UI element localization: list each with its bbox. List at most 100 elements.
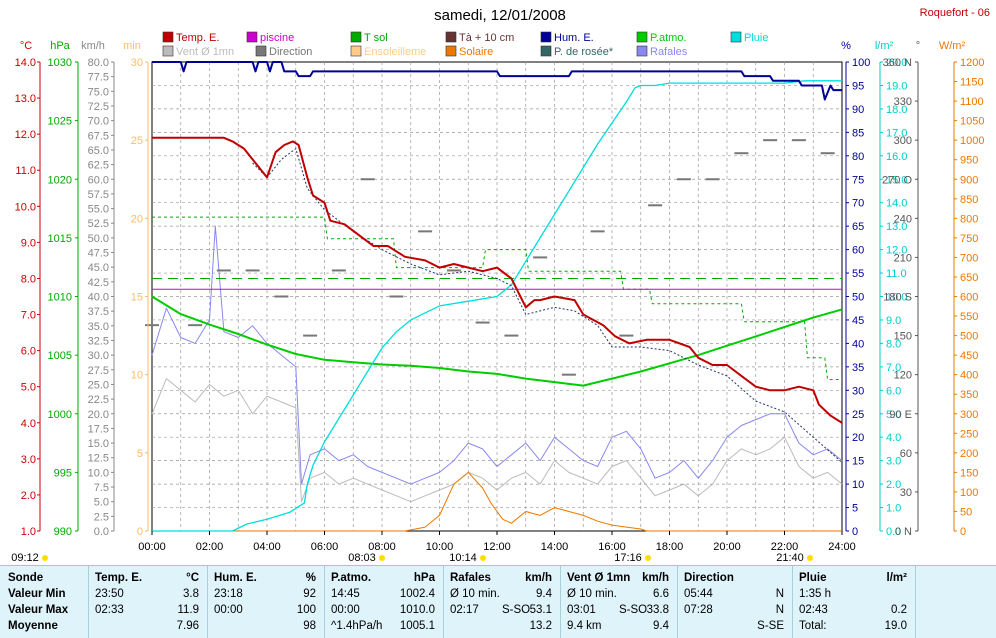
station-name: Roquefort - 06 (920, 7, 990, 19)
stats-temp: Temp. E. °C 23:50 3.8 02:33 11.9 7.96 (89, 566, 207, 638)
rain_lm2-unit-label: l/m² (875, 40, 894, 52)
sun-icon (645, 555, 651, 561)
solar_wm2-tick-label: 1000 (960, 135, 984, 147)
x-tick-label: 14:00 (541, 541, 569, 553)
hum_pct-tick-label: 75 (852, 174, 864, 186)
stats-humidity: Hum. E. % 23:18 92 00:00 100 98 (208, 566, 324, 638)
vent-max-time: 03:01 (567, 604, 596, 616)
hum_pct-tick-label: 15 (852, 456, 864, 468)
vent-max-value: 33.8 (646, 604, 669, 616)
patmo-min-time: 14:45 (331, 588, 360, 600)
hum_pct-tick-label: 45 (852, 315, 864, 327)
wind_kmh-tick-label: 55.0 (88, 204, 109, 216)
wind_kmh-tick-label: 67.5 (88, 130, 109, 142)
time-marker-label: 21:40 (776, 552, 804, 564)
legend: Temp. E. piscine T sol Tà + 10 cm Hum. E. P.a… (162, 31, 768, 58)
x-tick-label: 02:00 (196, 541, 224, 553)
solar_wm2-tick-label: 400 (960, 370, 978, 382)
press_hpa-tick-label: 1010 (48, 292, 72, 304)
direction-min-time: 05:44 (684, 588, 713, 600)
series-line-t-sol (152, 216, 842, 380)
legend-swatch (350, 45, 362, 57)
patmo-min-value: 1002.4 (399, 588, 435, 600)
dir_deg-tick-label: 0 N (895, 526, 912, 538)
direction-avg-value: S-SE (757, 620, 784, 632)
patmo-max-time: 00:00 (331, 604, 360, 616)
hum_pct-tick-label: 40 (852, 338, 864, 350)
dir_deg-tick-label: 30 (900, 487, 912, 499)
hum_pct-tick-label: 10 (852, 479, 864, 491)
series-pluie (152, 80, 842, 532)
legend-swatch (730, 31, 742, 43)
temp_c-tick-label: 3.0 (21, 454, 36, 466)
hum_pct-tick-label: 20 (852, 432, 864, 444)
solar_wm2-tick-label: 50 (960, 506, 972, 518)
legend-swatch (246, 31, 258, 43)
wind_kmh-tick-label: 62.5 (88, 160, 109, 172)
series-temp-e (152, 136, 843, 424)
rafales-avg-value: 13.2 (529, 620, 552, 632)
sun_min-tick-label: 30 (131, 57, 143, 69)
temp-header: Temp. E. (95, 572, 143, 584)
hum_pct-tick-label: 65 (852, 221, 864, 233)
axes-layer: 00:00 02:00 04:00 06:00 08:00 10:00 12:00 14:00… (11, 40, 984, 564)
temp-max-time: 02:33 (95, 604, 124, 616)
rafales-header: Rafales (450, 572, 491, 584)
solar_wm2-tick-label: 450 (960, 350, 978, 362)
patmo-header: P.atmo. (331, 572, 372, 584)
hum_pct-tick-label: 90 (852, 104, 864, 116)
wind_kmh-tick-label: 70.0 (88, 116, 109, 128)
wind_kmh-tick-label: 15.0 (88, 438, 109, 450)
legend-label: Solaire (459, 46, 493, 58)
rain_lm2-tick-label: 11.0 (886, 268, 907, 280)
rafales-unit: km/h (525, 572, 552, 584)
wind_kmh-tick-label: 80.0 (88, 57, 109, 69)
rafales-max-time: 02:17 (450, 604, 479, 616)
dir_deg-tick-label: 360 N (883, 57, 912, 69)
rain_lm2-tick-label: 14.0 (886, 198, 907, 210)
wind_kmh-tick-label: 32.5 (88, 335, 109, 347)
patmo-max-value: 1010.0 (399, 604, 435, 616)
vent-distance: 9.4 km (567, 620, 602, 632)
x-tick-label: 12:00 (483, 541, 511, 553)
hum_pct-tick-label: 5 (852, 503, 858, 515)
press_hpa-tick-label: 1020 (48, 174, 72, 186)
legend-swatch (636, 45, 648, 57)
solar_wm2-tick-label: 300 (960, 409, 978, 421)
legend-swatch (255, 45, 267, 57)
solar_wm2-tick-label: 500 (960, 331, 978, 343)
wind_kmh-tick-label: 0.0 (94, 526, 109, 538)
x-tick-label: 06:00 (311, 541, 339, 553)
rain_lm2-tick-label: 6.0 (886, 385, 901, 397)
dir_deg-tick-label: 150 (894, 331, 912, 343)
legend-swatch (540, 31, 552, 43)
solar_wm2-tick-label: 700 (960, 252, 978, 264)
legend-swatch (445, 31, 457, 43)
solar_wm2-tick-label: 650 (960, 272, 978, 284)
stats-direction: Direction 05:44 N 07:28 N S-SE (678, 566, 792, 638)
wind_kmh-tick-label: 52.5 (88, 218, 109, 230)
wind_kmh-tick-label: 50.0 (88, 233, 109, 245)
patmo-avg-value: 1005.1 (399, 620, 435, 632)
weather-chart: 00:00 02:00 04:00 06:00 08:00 10:00 12:00 14:00… (11, 7, 990, 564)
sun_min-tick-label: 15 (131, 292, 143, 304)
legend-label: P. de rosée* (554, 46, 614, 58)
hum-avg-value: 98 (303, 620, 316, 632)
rain_lm2-tick-label: 8.0 (886, 338, 901, 350)
wind_kmh-tick-label: 65.0 (88, 145, 109, 157)
series-line-pluie (152, 80, 842, 532)
temp_c-tick-label: 9.0 (21, 237, 36, 249)
direction-max-value: N (775, 604, 784, 616)
vent-unit: km/h (642, 572, 669, 584)
rain_lm2-tick-label: 17.0 (886, 127, 907, 139)
wind_kmh-tick-label: 57.5 (88, 189, 109, 201)
solar_wm2-tick-label: 150 (960, 467, 978, 479)
temp_c-tick-label: 8.0 (21, 273, 36, 285)
rain_lm2-tick-label: 7.0 (886, 362, 901, 374)
rain_lm2-tick-label: 0.0 (886, 526, 901, 538)
hum_pct-tick-label: 25 (852, 409, 864, 421)
vent-avg10-value: 6.6 (653, 588, 669, 600)
series-line-vent-1mn (151, 378, 843, 503)
temp_c-tick-label: 2.0 (21, 490, 36, 502)
pluie-max-value: 0.2 (891, 604, 907, 616)
